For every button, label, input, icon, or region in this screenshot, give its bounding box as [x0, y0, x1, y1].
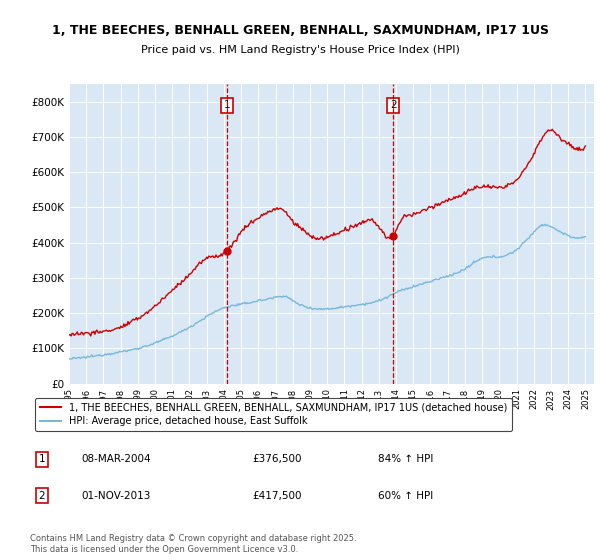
Text: 2: 2 [38, 491, 46, 501]
Text: Price paid vs. HM Land Registry's House Price Index (HPI): Price paid vs. HM Land Registry's House … [140, 45, 460, 55]
Text: 08-MAR-2004: 08-MAR-2004 [81, 454, 151, 464]
Text: This data is licensed under the Open Government Licence v3.0.: This data is licensed under the Open Gov… [30, 545, 298, 554]
Text: 60% ↑ HPI: 60% ↑ HPI [378, 491, 433, 501]
Text: £376,500: £376,500 [252, 454, 302, 464]
Text: 84% ↑ HPI: 84% ↑ HPI [378, 454, 433, 464]
Legend: 1, THE BEECHES, BENHALL GREEN, BENHALL, SAXMUNDHAM, IP17 1US (detached house), H: 1, THE BEECHES, BENHALL GREEN, BENHALL, … [35, 398, 512, 431]
Text: Contains HM Land Registry data © Crown copyright and database right 2025.: Contains HM Land Registry data © Crown c… [30, 534, 356, 543]
Text: 1: 1 [224, 100, 230, 110]
Text: £417,500: £417,500 [252, 491, 302, 501]
Text: 1, THE BEECHES, BENHALL GREEN, BENHALL, SAXMUNDHAM, IP17 1US: 1, THE BEECHES, BENHALL GREEN, BENHALL, … [52, 24, 548, 38]
Text: 1: 1 [38, 454, 46, 464]
Text: 2: 2 [390, 100, 397, 110]
Text: 01-NOV-2013: 01-NOV-2013 [81, 491, 151, 501]
